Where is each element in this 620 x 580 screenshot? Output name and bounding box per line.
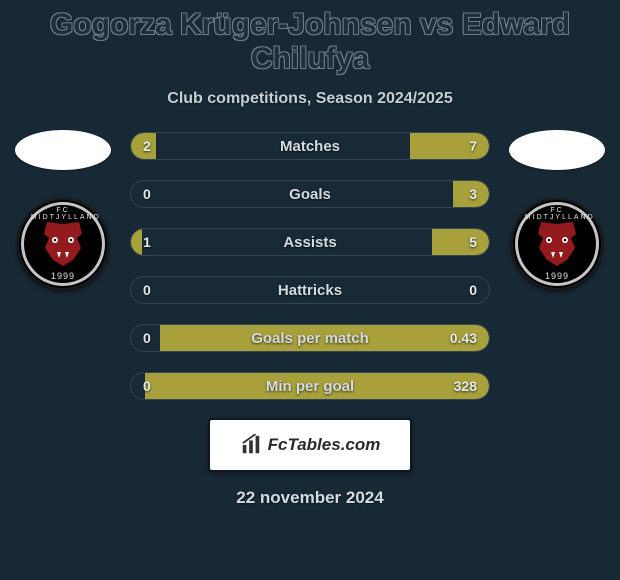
stat-bar-fill-right (145, 373, 489, 399)
badge-year: 1999 (525, 271, 589, 281)
comparison-content: FC MIDTJYLLAND 1999 FC MIDTJYLLAND (0, 132, 620, 412)
stat-bar-fill-right (410, 133, 489, 159)
left-club-badge: FC MIDTJYLLAND 1999 (17, 198, 109, 290)
stat-bar-label: Hattricks (131, 277, 489, 303)
page-subtitle: Club competitions, Season 2024/2025 (0, 90, 620, 108)
left-flag-oval (15, 130, 111, 170)
stat-bars-container: Matches27Goals03Assists15Hattricks00Goal… (130, 132, 490, 420)
stat-bar-fill-right (432, 229, 489, 255)
stat-bar-value-right: 0 (469, 277, 477, 303)
stat-bar-fill-right (160, 325, 489, 351)
page-title: Gogorza Krüger-Johnsen vs Edward Chilufy… (0, 0, 620, 76)
badge-top-text: FC MIDTJYLLAND (525, 207, 589, 221)
fctables-logo: FcTables.com (240, 434, 381, 456)
stat-bar-row: Hattricks0 0 (130, 276, 490, 304)
right-flag-oval (509, 130, 605, 170)
right-player-col: FC MIDTJYLLAND 1999 (502, 132, 612, 290)
stat-bar-value-left: 0 (143, 277, 151, 303)
wolf-head-icon (39, 222, 87, 266)
stat-bar-fill-left (131, 133, 156, 159)
stat-bar-fill-right (453, 181, 489, 207)
left-player-col: FC MIDTJYLLAND 1999 (8, 132, 118, 290)
stat-bar-value-left: 0 (143, 325, 151, 351)
stat-bar-label: Goals (131, 181, 489, 207)
stat-bar-row: Goals03 (130, 180, 490, 208)
wolf-head-icon (533, 222, 581, 266)
badge-year: 1999 (31, 271, 95, 281)
stat-bar-row: Matches27 (130, 132, 490, 160)
stat-bar-row: Goals per match00.43 (130, 324, 490, 352)
stat-bar-value-left: 0 (143, 181, 151, 207)
stat-bar-row: Assists15 (130, 228, 490, 256)
stat-bar-value-left: 1 (143, 229, 151, 255)
badge-top-text: FC MIDTJYLLAND (31, 207, 95, 221)
footer-brand-badge[interactable]: FcTables.com (208, 418, 412, 472)
stat-bar-fill-left (131, 229, 142, 255)
snapshot-date: 22 november 2024 (0, 488, 620, 508)
right-club-badge: FC MIDTJYLLAND 1999 (511, 198, 603, 290)
stat-bar-row: Min per goal0328 (130, 372, 490, 400)
footer-brand-text: FcTables.com (268, 435, 381, 455)
